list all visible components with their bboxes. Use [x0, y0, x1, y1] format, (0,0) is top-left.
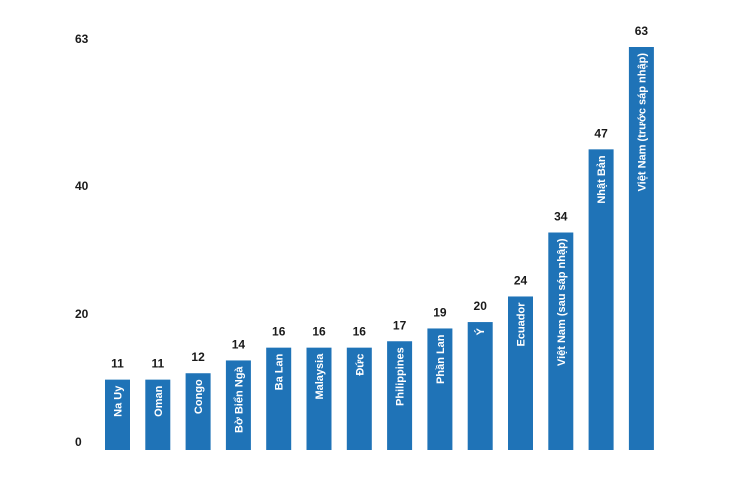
bar	[628, 47, 654, 450]
category-label: Ý	[474, 327, 487, 335]
category-label: Đức	[354, 354, 366, 376]
data-label: 63	[635, 24, 649, 38]
category-label: Ba Lan	[274, 353, 286, 390]
bar	[306, 347, 332, 450]
category-label: Philippines	[395, 347, 407, 406]
value-labels: 11 11 12 14 16 16 16 17 19 20 24 34 47 63	[111, 24, 648, 371]
data-label: 11	[151, 357, 164, 371]
bar	[508, 296, 533, 450]
y-tick-label: 63	[75, 32, 89, 46]
category-label: Malaysia	[314, 353, 326, 400]
category-label: Na Uy	[113, 385, 125, 417]
bar	[588, 149, 614, 450]
y-tick-label: 40	[75, 179, 89, 193]
bar	[346, 347, 372, 450]
y-tick-label: 0	[75, 435, 82, 449]
category-label: Bờ Biển Ngà	[233, 366, 245, 433]
data-label: 20	[474, 299, 488, 313]
category-label: Ecuador	[516, 302, 528, 347]
category-label: Phần Lan	[435, 334, 447, 384]
bar	[427, 328, 453, 450]
bar	[225, 360, 251, 450]
data-label: 24	[514, 273, 528, 287]
category-label: Oman	[153, 385, 165, 416]
bar	[185, 373, 211, 450]
category-label: Nhật Bản	[596, 155, 608, 204]
data-label: 11	[111, 357, 124, 371]
category-labels: Na Uy Oman Congo Bờ Biển Ngà Ba Lan Malaysia Đ…	[113, 53, 649, 433]
data-label: 19	[433, 305, 447, 319]
bar	[145, 379, 171, 450]
bars-group	[105, 47, 654, 450]
y-tick-label: 20	[75, 307, 89, 321]
category-label: Việt Nam (trước sáp nhập)	[636, 53, 648, 192]
data-label: 16	[312, 325, 326, 339]
bar	[266, 347, 292, 450]
data-label: 14	[232, 337, 246, 351]
data-label: 12	[191, 350, 205, 364]
category-label: Việt Nam (sau sáp nhập)	[556, 238, 568, 366]
data-label: 16	[353, 325, 367, 339]
data-label: 34	[554, 210, 568, 224]
data-label: 17	[393, 318, 407, 332]
y-axis-ticks: 0 20 40 63	[75, 32, 89, 449]
bar	[467, 322, 493, 450]
data-label: 16	[272, 325, 286, 339]
category-label: Congo	[193, 379, 205, 414]
bar	[105, 379, 130, 450]
data-label: 47	[594, 126, 608, 140]
bar	[387, 341, 413, 450]
bar	[548, 232, 574, 450]
